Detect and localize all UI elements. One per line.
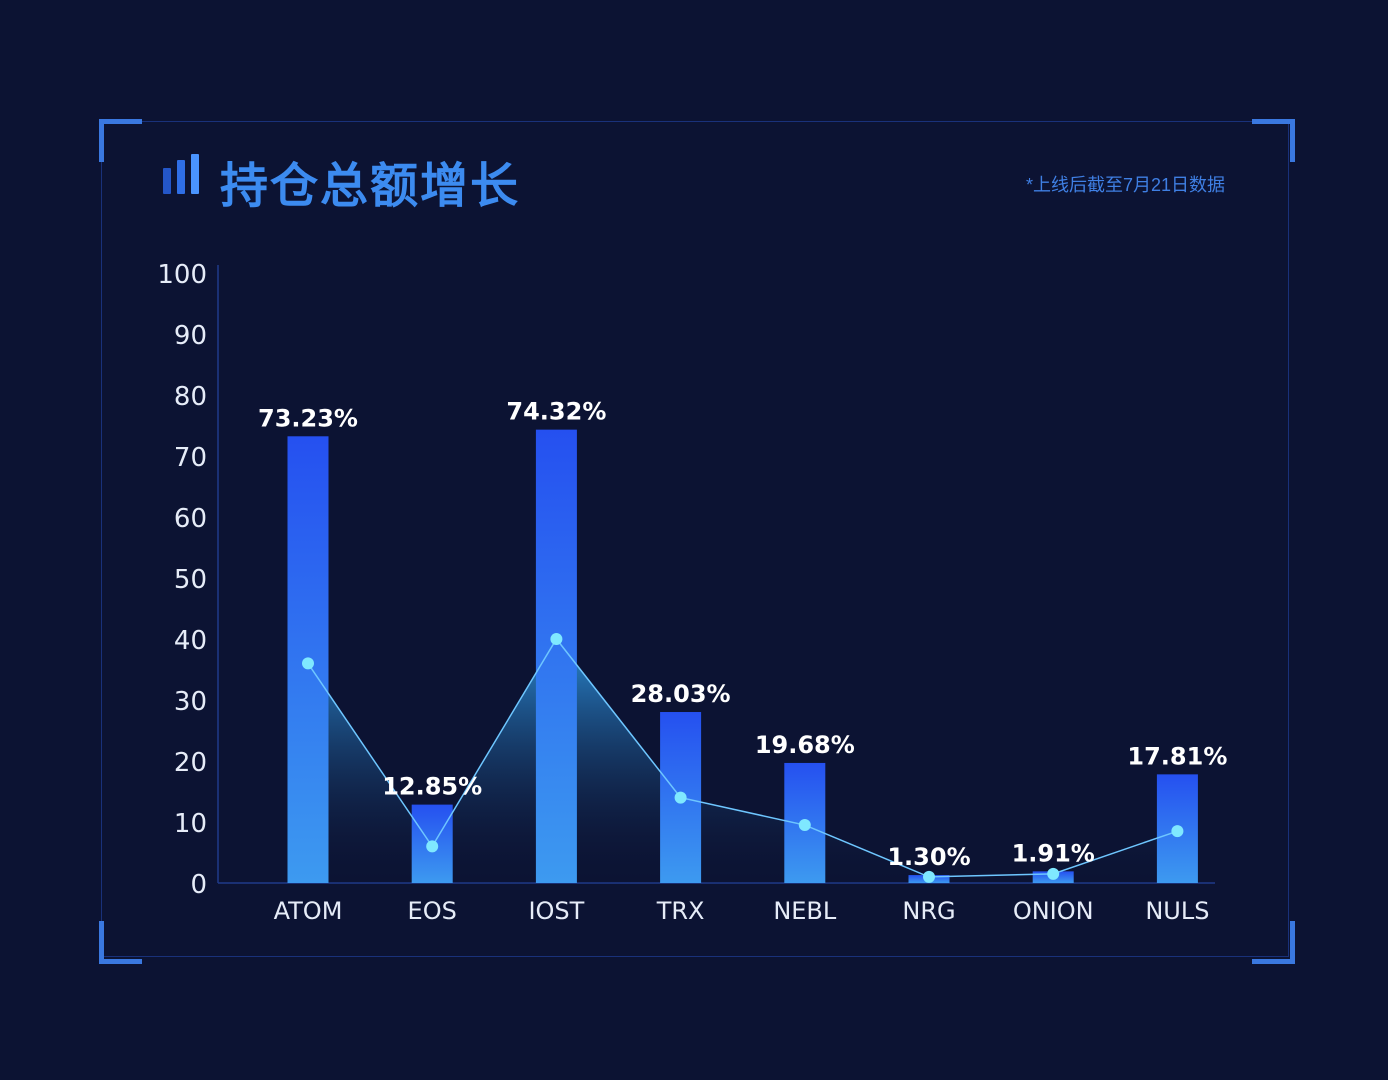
y-tick-label: 60 <box>174 504 207 534</box>
bars <box>287 429 1198 883</box>
data-note: *上线后截至7月21日数据 <box>1025 175 1225 195</box>
data-label: 12.85% <box>382 773 482 801</box>
frame-corner-bottom-right <box>1252 921 1295 964</box>
frame-corner-top-right <box>1252 119 1295 162</box>
y-tick-label: 10 <box>174 809 207 839</box>
data-label: 1.30% <box>887 843 970 871</box>
labels: 73.23% ATOM 12.85% EOS 74.32% IOST 28.03% TRX 19… <box>258 398 1227 925</box>
data-label: 19.68% <box>755 731 855 759</box>
area-layer <box>308 639 1178 883</box>
x-tick-label: ATOM <box>274 897 343 925</box>
data-label: 1.91% <box>1012 839 1095 867</box>
data-label: 17.81% <box>1127 742 1227 770</box>
line-area-fill <box>308 639 1178 883</box>
y-tick-label: 20 <box>174 748 207 778</box>
trend-point <box>550 633 563 645</box>
y-tick-label: 90 <box>174 321 207 351</box>
frame-corner-top-left <box>99 119 142 162</box>
data-label: 73.23% <box>258 404 358 432</box>
trend-line <box>307 637 1178 878</box>
x-tick-label: TRX <box>656 897 705 925</box>
y-tick-label: 50 <box>174 565 207 595</box>
trend-point <box>798 819 811 832</box>
data-label: 74.32% <box>506 398 606 426</box>
y-tick-label: 70 <box>174 443 207 473</box>
trend-point <box>1171 825 1184 838</box>
data-label: 28.03% <box>631 680 731 708</box>
bar-chart-icon <box>163 154 201 194</box>
y-tick-label: 80 <box>174 382 207 412</box>
trend-point <box>923 870 935 883</box>
y-tick-label: 40 <box>174 626 207 656</box>
chart-frame <box>101 121 1289 957</box>
x-tick-label: IOST <box>528 897 584 925</box>
frame-corner-bottom-left <box>99 921 142 964</box>
x-tick-label: ONION <box>1013 897 1094 925</box>
chart-title: 持仓总额增长 <box>220 160 521 213</box>
y-tick-label: 100 <box>157 260 207 290</box>
trend-point <box>426 840 439 853</box>
y-tick-label: 30 <box>174 687 207 717</box>
line-layer <box>302 633 1184 883</box>
x-tick-label: NRG <box>902 897 955 925</box>
x-tick-label: EOS <box>408 897 457 925</box>
x-tick-label: NEBL <box>773 897 837 925</box>
trend-point <box>302 657 314 670</box>
trend-point <box>674 791 687 804</box>
trend-point <box>1047 867 1060 880</box>
x-tick-label: NULS <box>1145 897 1209 925</box>
y-tick-label: 0 <box>190 870 207 900</box>
